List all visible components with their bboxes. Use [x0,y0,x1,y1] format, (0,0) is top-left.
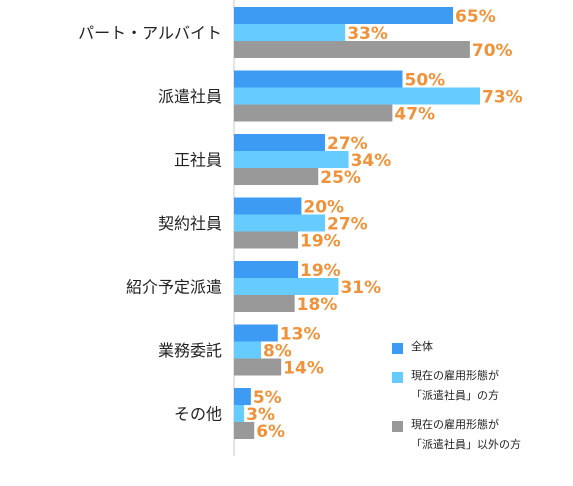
legend-item-dispatch: 現在の雇用形態が 「派遣社員」の方 [392,369,567,406]
value-label: 27% [327,215,368,235]
category-label: 正社員 [174,151,222,170]
value-label: 14% [283,359,324,379]
legend: 全体 現在の雇用形態が 「派遣社員」の方 現在の雇用形態が 「派遣社員」以外の方 [392,340,567,467]
bar-overall [234,70,403,88]
value-label: 27% [327,134,368,154]
value-labels-group: 65%33%70%50%73%47%27%34%25%20%27%19%19%3… [246,7,523,442]
value-label: 20% [303,198,344,218]
value-label: 50% [405,71,446,91]
value-label: 34% [351,151,392,171]
legend-label-overall: 全体 [411,340,433,353]
bar-overall [234,261,299,278]
legend-swatch-dispatch [392,372,403,383]
legend-item-overall: 全体 [392,340,567,357]
legend-item-non-dispatch: 現在の雇用形態が 「派遣社員」以外の方 [392,418,567,455]
value-label: 6% [256,422,285,442]
bar-non-dispatch [234,168,319,185]
bar-overall [234,388,251,405]
bar-dispatch [234,341,261,359]
bar-non-dispatch [234,231,299,249]
value-label: 5% [253,388,282,408]
category-label: 派遣社員 [158,87,222,106]
value-label: 73% [482,88,523,108]
legend-label-non-dispatch: 現在の雇用形態が 「派遣社員」以外の方 [411,418,521,451]
value-label: 8% [263,342,292,362]
value-label: 31% [340,278,381,298]
value-label: 13% [280,325,321,345]
bar-dispatch [234,151,349,168]
bar-dispatch [234,278,339,295]
bar-overall [234,134,325,151]
bar-overall [234,197,302,215]
bar-non-dispatch [234,295,295,312]
bar-non-dispatch [234,422,255,439]
value-label: 65% [455,7,496,27]
value-label: 19% [300,261,341,281]
bar-non-dispatch [234,41,470,58]
value-label: 33% [347,24,388,44]
bar-dispatch [234,214,325,232]
bar-overall [234,324,278,342]
bar-dispatch [234,87,481,105]
category-label: 業務委託 [158,341,222,360]
bar-overall [234,7,454,24]
category-label: 紹介予定派遣 [126,278,222,297]
bar-dispatch [234,405,245,422]
bars-group [234,7,481,439]
legend-swatch-overall [392,343,403,354]
value-label: 19% [300,232,341,252]
legend-label-dispatch: 現在の雇用形態が 「派遣社員」の方 [411,369,499,402]
category-label: 契約社員 [158,214,222,233]
category-label: その他 [174,405,222,424]
bar-non-dispatch [234,358,282,376]
bar-non-dispatch [234,104,393,122]
value-label: 47% [394,105,435,125]
legend-swatch-non-dispatch [392,421,403,432]
bar-dispatch [234,24,346,41]
value-label: 18% [297,295,338,315]
value-label: 3% [246,405,275,425]
value-label: 70% [472,41,513,61]
value-label: 25% [320,168,361,188]
category-label: パート・アルバイト [78,24,222,43]
